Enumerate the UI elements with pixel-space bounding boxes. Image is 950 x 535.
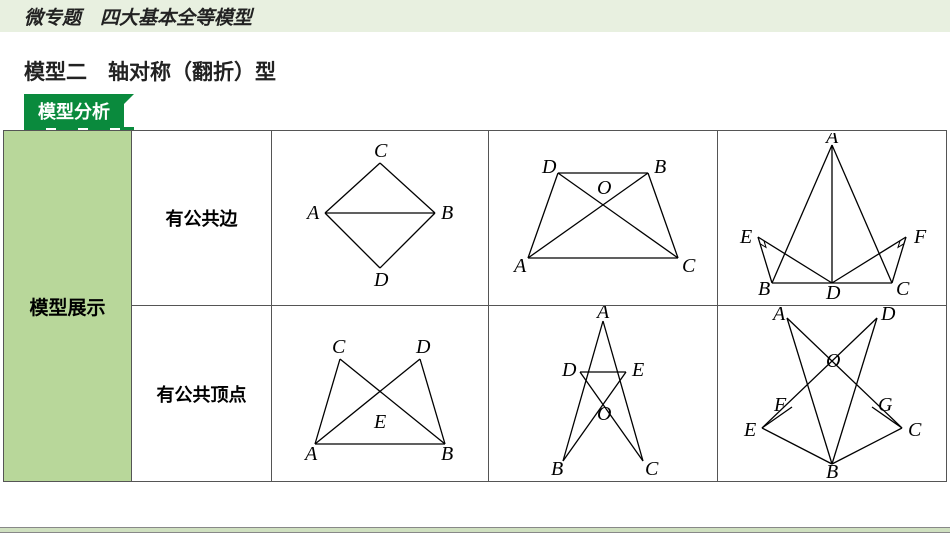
- svg-text:B: B: [826, 461, 838, 481]
- cell-r2c3: A D B E C F G O: [718, 306, 947, 482]
- cell-r1c3: A B C D E F: [718, 131, 947, 306]
- svg-text:B: B: [758, 278, 770, 300]
- svg-text:D: D: [415, 336, 431, 358]
- svg-text:E: E: [739, 226, 752, 248]
- svg-text:A: A: [595, 306, 610, 323]
- svg-text:B: B: [441, 202, 453, 224]
- cell-r1c2: A B C D O: [489, 131, 718, 306]
- svg-text:B: B: [654, 156, 666, 178]
- footer-line: [0, 527, 950, 533]
- svg-text:B: B: [441, 443, 453, 465]
- svg-text:D: D: [541, 156, 557, 178]
- svg-text:F: F: [773, 394, 787, 416]
- svg-text:G: G: [878, 394, 893, 416]
- svg-text:C: C: [332, 336, 346, 358]
- svg-text:A: A: [824, 133, 839, 148]
- cell-r2c1: A B C D E: [272, 306, 489, 482]
- svg-text:D: D: [561, 359, 577, 381]
- svg-text:D: D: [825, 282, 841, 303]
- svg-text:E: E: [373, 411, 386, 433]
- svg-text:A: A: [512, 255, 527, 277]
- svg-text:E: E: [743, 419, 756, 441]
- header-title: 微专题 四大基本全等模型: [24, 3, 252, 30]
- svg-text:O: O: [597, 403, 611, 425]
- svg-text:C: C: [645, 458, 659, 480]
- svg-text:C: C: [682, 255, 696, 277]
- svg-text:A: A: [303, 443, 318, 465]
- svg-text:D: D: [880, 306, 896, 325]
- row1-label: 有公共边: [132, 131, 272, 306]
- header-bar: 微专题 四大基本全等模型: [0, 0, 950, 32]
- svg-text:O: O: [597, 177, 611, 199]
- svg-text:A: A: [305, 202, 320, 224]
- analysis-tag: 模型分析: [24, 94, 124, 128]
- model-table: 模型展示 有公共边 ABCD ABCDO ABCDEF 有公共顶点 ABCDE …: [3, 130, 947, 482]
- svg-text:D: D: [373, 269, 389, 291]
- svg-text:C: C: [374, 140, 388, 162]
- svg-text:A: A: [771, 306, 786, 325]
- subtitle: 模型二 轴对称（翻折）型: [0, 32, 950, 94]
- svg-text:E: E: [631, 359, 644, 381]
- row2-label: 有公共顶点: [132, 306, 272, 482]
- svg-text:C: C: [908, 419, 922, 441]
- svg-text:C: C: [896, 278, 910, 300]
- svg-text:B: B: [551, 458, 563, 480]
- cell-r1c1: A B C D: [272, 131, 489, 306]
- svg-text:F: F: [913, 226, 927, 248]
- cell-r2c2: A B C D EO: [489, 306, 718, 482]
- side-label: 模型展示: [4, 131, 132, 482]
- svg-text:O: O: [826, 350, 840, 372]
